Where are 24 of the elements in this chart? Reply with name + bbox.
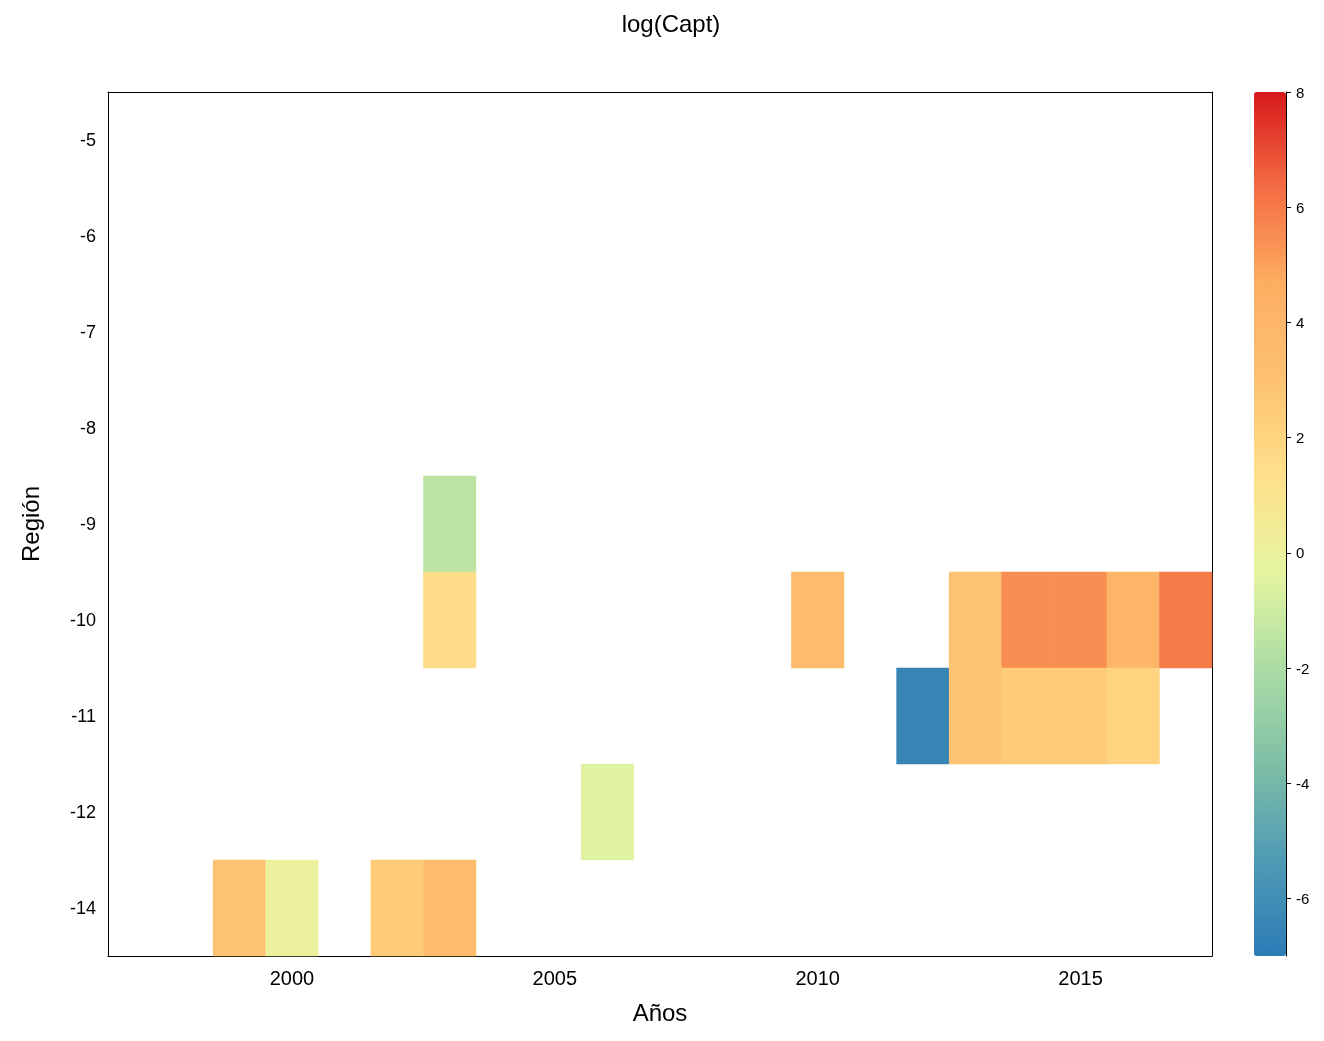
y-tick-label: -11 xyxy=(71,706,96,726)
color-bar-label: -4 xyxy=(1296,774,1310,792)
color-bar-label: 2 xyxy=(1296,429,1305,447)
y-tick-label: -12 xyxy=(69,802,96,822)
color-bar-label: 4 xyxy=(1296,313,1305,331)
color-bar-label: -6 xyxy=(1296,889,1310,907)
y-axis-title: Región xyxy=(16,485,44,563)
y-tick-label: -10 xyxy=(69,610,96,630)
x-axis-title: Años xyxy=(632,998,688,1026)
y-tick-label: -6 xyxy=(79,226,96,246)
color-bar-label: -2 xyxy=(1296,659,1310,677)
color-bar-label: 6 xyxy=(1296,198,1305,216)
color-bar-label: 8 xyxy=(1296,83,1305,101)
x-tick-label: 2010 xyxy=(795,967,840,989)
y-tick-label: -7 xyxy=(79,322,96,342)
x-tick-label: 2015 xyxy=(1058,967,1103,989)
x-tick-label: 2005 xyxy=(532,967,578,989)
y-tick-label: -5 xyxy=(79,130,96,150)
chart-title: log(Capt) xyxy=(621,9,721,37)
color-bar-label: 0 xyxy=(1296,544,1305,562)
x-tick-label: 2000 xyxy=(269,967,315,989)
y-tick-label: -9 xyxy=(79,514,96,534)
y-tick-label: -8 xyxy=(79,418,96,438)
y-tick-label: -14 xyxy=(69,898,96,918)
